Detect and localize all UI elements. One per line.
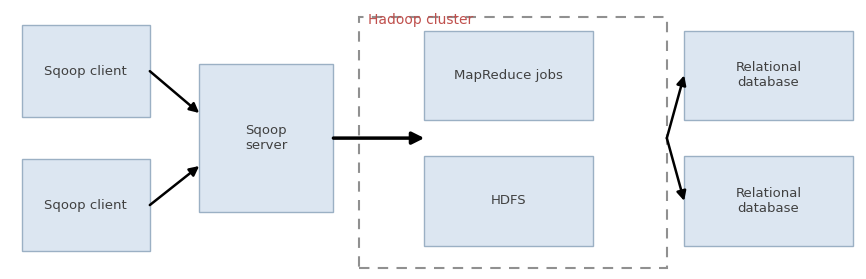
Text: MapReduce jobs: MapReduce jobs [455, 69, 563, 82]
Text: Hadoop cluster: Hadoop cluster [368, 13, 474, 27]
Bar [424, 31, 593, 120]
Text: HDFS: HDFS [491, 194, 527, 207]
Bar [199, 64, 333, 212]
Bar [684, 31, 853, 120]
Text: Sqoop
server: Sqoop server [245, 124, 288, 152]
Bar [684, 156, 853, 246]
Bar [359, 17, 667, 268]
Text: Relational
database: Relational database [735, 61, 802, 89]
Text: Sqoop client: Sqoop client [44, 199, 127, 211]
Bar [22, 159, 150, 251]
Bar [22, 25, 150, 117]
Text: Sqoop client: Sqoop client [44, 65, 127, 78]
Bar [424, 156, 593, 246]
Text: Relational
database: Relational database [735, 187, 802, 215]
